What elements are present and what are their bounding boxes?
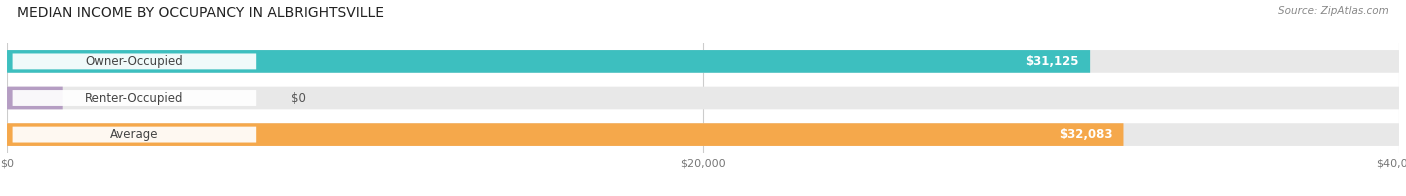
FancyBboxPatch shape [13,90,256,106]
FancyBboxPatch shape [7,123,1123,146]
FancyBboxPatch shape [7,50,1399,73]
Text: Owner-Occupied: Owner-Occupied [86,55,183,68]
Text: MEDIAN INCOME BY OCCUPANCY IN ALBRIGHTSVILLE: MEDIAN INCOME BY OCCUPANCY IN ALBRIGHTSV… [17,6,384,20]
FancyBboxPatch shape [13,127,256,142]
FancyBboxPatch shape [7,50,1090,73]
FancyBboxPatch shape [7,123,1399,146]
FancyBboxPatch shape [7,87,1399,109]
Text: $31,125: $31,125 [1025,55,1078,68]
Text: Source: ZipAtlas.com: Source: ZipAtlas.com [1278,6,1389,16]
Text: Renter-Occupied: Renter-Occupied [86,92,184,104]
Text: $32,083: $32,083 [1059,128,1112,141]
FancyBboxPatch shape [7,87,63,109]
FancyBboxPatch shape [13,54,256,69]
Text: $0: $0 [291,92,307,104]
Text: Average: Average [110,128,159,141]
